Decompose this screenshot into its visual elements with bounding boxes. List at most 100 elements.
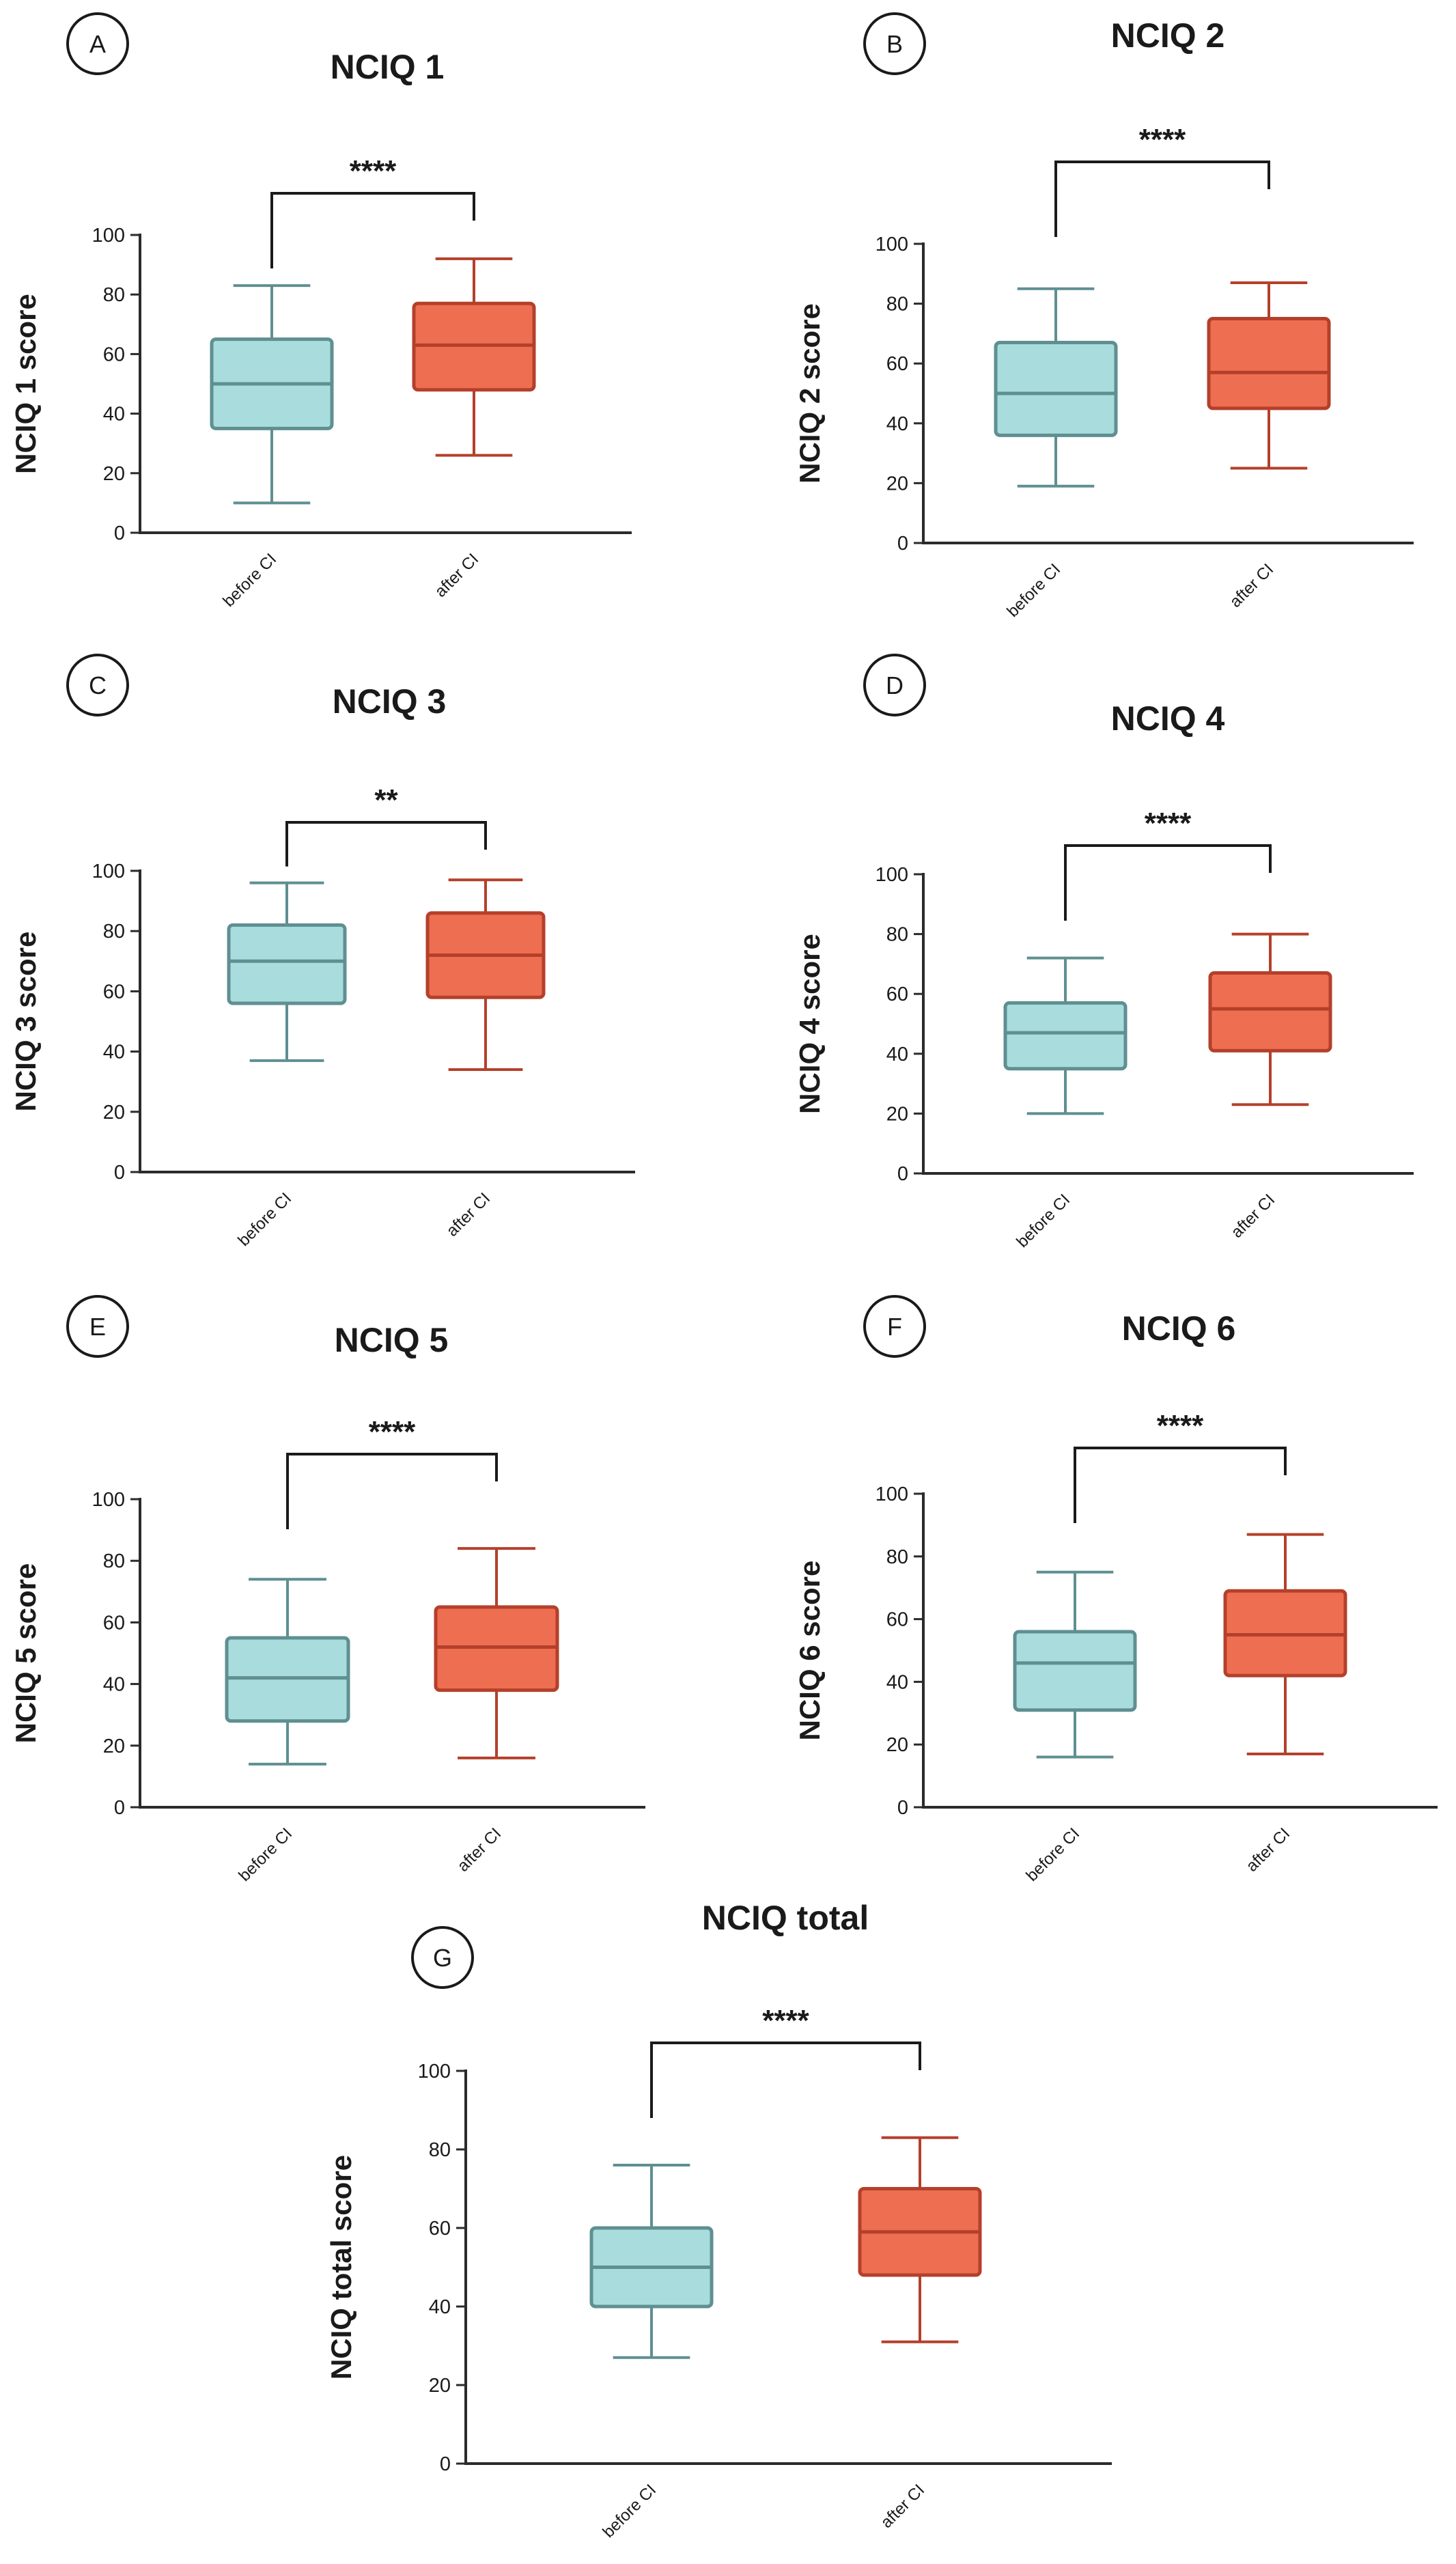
- chart-title: NCIQ 2: [1111, 16, 1225, 55]
- significance-label: ****: [1139, 123, 1186, 156]
- box-before-ci: [1003, 956, 1128, 1115]
- y-tick-label: 40: [886, 1671, 908, 1693]
- y-axis-label: NCIQ 3 score: [10, 932, 42, 1112]
- y-axis-label: NCIQ 6 score: [794, 1561, 826, 1741]
- panel-letter: F: [887, 1313, 902, 1341]
- box-before-ci: [210, 284, 334, 505]
- y-tick-label: 0: [897, 1163, 908, 1185]
- panel-g: G NCIQ total NCIQ total score 0 20 40 60 80 100 b…: [325, 1899, 1112, 2541]
- significance-bracket: [285, 821, 487, 867]
- y-tick-label: 60: [103, 981, 125, 1003]
- panel-letter: B: [886, 30, 903, 58]
- y-tick-label: 80: [886, 294, 908, 316]
- y-tick-label: 20: [886, 1103, 908, 1125]
- panel-badge: [411, 1926, 474, 1989]
- y-tick-label: 40: [429, 2296, 451, 2318]
- panel-a: A NCIQ 1 NCIQ 1 score 0 20 40 60 80 100 before CI…: [10, 12, 632, 611]
- significance-label: **: [374, 783, 398, 817]
- box-after-ci: [1207, 281, 1331, 470]
- y-tick-label: 40: [103, 404, 125, 426]
- box-after-ci: [425, 878, 546, 1072]
- y-tick-label: 40: [103, 1674, 125, 1696]
- y-tick-label: 20: [886, 1734, 908, 1756]
- y-tick-label: 40: [886, 1044, 908, 1065]
- x-category-label: before CI: [1013, 1190, 1074, 1251]
- box-iqr: [1013, 1630, 1137, 1712]
- significance-label: ****: [369, 1415, 416, 1449]
- significance-bracket: [1054, 161, 1270, 237]
- y-axis-label: NCIQ 5 score: [10, 1563, 42, 1744]
- y-tick-label: 60: [103, 344, 125, 365]
- panel-letter: G: [433, 1944, 452, 1972]
- panel-c: C NCIQ 3 NCIQ 3 score 0 20 40 60 80 100 before CI…: [10, 654, 635, 1250]
- significance-label: ****: [1145, 807, 1192, 840]
- x-category-label: before CI: [234, 1189, 295, 1250]
- y-tick-label: 20: [103, 1102, 125, 1124]
- panel-letter: D: [886, 671, 904, 699]
- x-category-label: after CI: [877, 2481, 928, 2532]
- significance-label: ****: [1157, 1409, 1204, 1443]
- y-axis-label: NCIQ 2 score: [794, 303, 826, 484]
- x-category-label: before CI: [599, 2481, 660, 2541]
- y-tick-label: 20: [429, 2375, 451, 2397]
- panel-badge: [863, 1295, 926, 1358]
- x-category-label: before CI: [219, 550, 280, 611]
- panel-badge: [863, 654, 926, 716]
- panel-badge: [66, 1295, 129, 1358]
- x-category-label: after CI: [443, 1189, 494, 1240]
- significance-bracket: [270, 192, 475, 268]
- y-tick-label: 40: [103, 1042, 125, 1063]
- y-tick-label: 20: [103, 1736, 125, 1757]
- box-iqr: [1003, 1001, 1128, 1071]
- y-tick-label: 60: [103, 1612, 125, 1634]
- y-tick-label: 60: [886, 984, 908, 1005]
- panel-badge: [66, 12, 129, 75]
- x-category-label: after CI: [1227, 1190, 1278, 1242]
- significance-bracket: [1064, 844, 1272, 921]
- panel-b: B NCIQ 2 NCIQ 2 score 0 20 40 60 80 100 before CI…: [794, 12, 1414, 621]
- box-after-ci: [412, 257, 536, 457]
- y-tick-label: 80: [886, 1546, 908, 1568]
- box-iqr: [227, 923, 347, 1005]
- significance-bracket: [286, 1453, 498, 1529]
- y-tick-label: 100: [92, 1489, 125, 1511]
- y-axis-label: NCIQ 1 score: [10, 294, 42, 474]
- box-iqr: [994, 341, 1118, 437]
- panel-e: E NCIQ 5 NCIQ 5 score 0 20 40 60 80 100 before CI…: [10, 1295, 645, 1885]
- x-category-label: before CI: [235, 1824, 296, 1885]
- y-tick-label: 40: [886, 413, 908, 435]
- box-iqr: [1207, 317, 1331, 410]
- chart-title: NCIQ 4: [1111, 699, 1225, 738]
- y-tick-label: 20: [103, 463, 125, 485]
- y-tick-label: 100: [876, 1483, 908, 1505]
- significance-label: ****: [762, 2004, 809, 2037]
- panel-badge: [66, 654, 129, 716]
- y-tick-label: 80: [886, 924, 908, 946]
- chart-title: NCIQ 6: [1122, 1309, 1236, 1348]
- y-tick-label: 0: [897, 1797, 908, 1819]
- box-after-ci: [858, 2136, 982, 2343]
- box-after-ci: [1208, 932, 1332, 1106]
- y-tick-label: 80: [103, 921, 125, 943]
- y-tick-label: 0: [897, 533, 908, 555]
- y-tick-label: 60: [886, 1609, 908, 1631]
- significance-bracket: [650, 2042, 921, 2118]
- y-tick-label: 0: [114, 1797, 125, 1819]
- significance-label: ****: [350, 154, 397, 188]
- box-before-ci: [227, 881, 347, 1062]
- panel-badge: [863, 12, 926, 75]
- chart-title: NCIQ total: [702, 1899, 869, 1937]
- panel-d: D NCIQ 4 NCIQ 4 score 0 20 40 60 80 100 before CI…: [794, 654, 1414, 1251]
- chart-title: NCIQ 1: [331, 48, 445, 86]
- x-category-label: after CI: [1242, 1824, 1293, 1876]
- chart-title: NCIQ 3: [333, 682, 447, 721]
- significance-bracket: [1074, 1447, 1287, 1523]
- y-tick-label: 60: [886, 353, 908, 375]
- panel-f: F NCIQ 6 NCIQ 6 score 0 20 40 60 80 100 before CI…: [794, 1295, 1438, 1885]
- box-after-ci: [1223, 1533, 1347, 1755]
- chart-title: NCIQ 5: [335, 1321, 449, 1359]
- y-axis-label: NCIQ 4 score: [794, 934, 826, 1114]
- y-tick-label: 100: [418, 2061, 451, 2082]
- y-tick-label: 100: [92, 861, 125, 882]
